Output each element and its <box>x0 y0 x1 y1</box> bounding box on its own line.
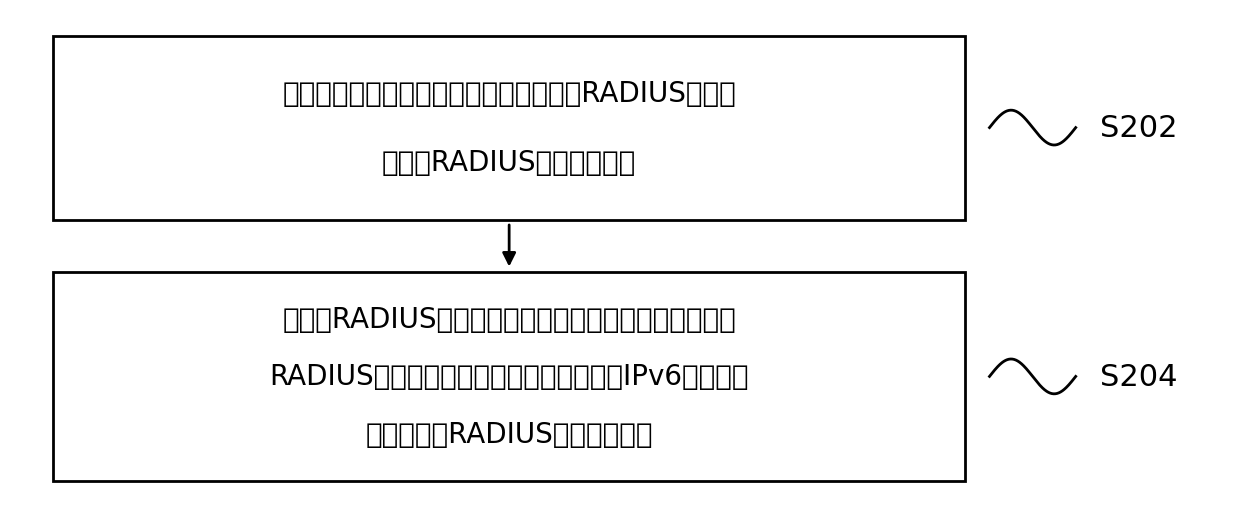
Text: 发送的RADIUS访问请求报文: 发送的RADIUS访问请求报文 <box>382 149 636 177</box>
Text: 在依据RADIUS访问请求报文对远程用户认证通过后，向: 在依据RADIUS访问请求报文对远程用户认证通过后，向 <box>283 306 737 333</box>
Text: RADIUS客户端发送携带有远程用户支持的IPv6过渡技术: RADIUS客户端发送携带有远程用户支持的IPv6过渡技术 <box>269 363 749 391</box>
Text: 接收到远程用户对应的远程用户拨号认证RADIUS客户端: 接收到远程用户对应的远程用户拨号认证RADIUS客户端 <box>283 80 737 108</box>
FancyBboxPatch shape <box>53 36 965 220</box>
Text: S204: S204 <box>1100 362 1178 391</box>
FancyBboxPatch shape <box>53 272 965 481</box>
Text: S202: S202 <box>1100 114 1178 143</box>
Text: 类型信息的RADIUS接受访问报文: 类型信息的RADIUS接受访问报文 <box>366 420 653 448</box>
